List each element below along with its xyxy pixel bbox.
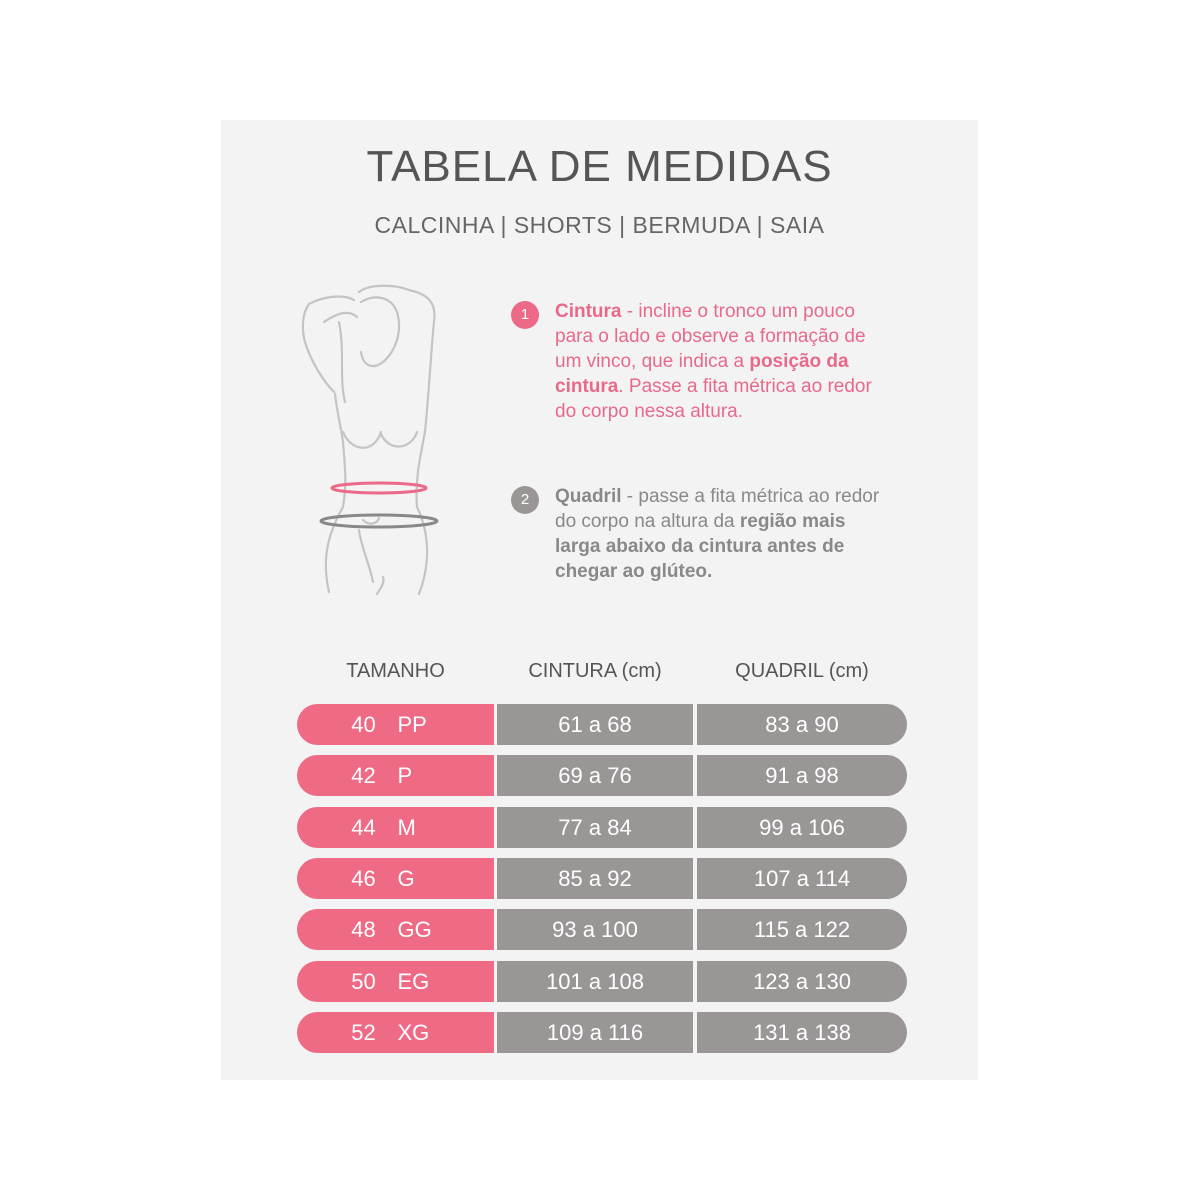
size-letter: GG [397,917,432,943]
size-number: 40 [351,712,376,737]
size-letter: M [397,814,416,840]
quadril-cell: 83 a 90 [697,704,907,745]
size-number: 50 [351,968,376,994]
instruction-quadril: 2 Quadril - passe a fita métrica ao redo… [511,484,891,584]
size-number: 52 [351,1019,376,1045]
size-letter: G [397,865,415,891]
table-row: 40 PP 61 a 68 83 a 90 [297,704,907,745]
separator: - [621,486,639,507]
step-label: Quadril [555,486,622,507]
cintura-cell: 85 a 92 [497,857,693,899]
table-row: 52 XG 109 a 116 131 a 138 [297,1011,907,1053]
size-cell: 42 P [297,755,494,797]
size-chart-card: TABELA DE MEDIDAS CALCINHA | SHORTS | BE… [221,120,978,1080]
size-letter: PP [397,712,427,737]
size-letter: EG [397,968,430,994]
quadril-cell: 131 a 138 [697,1011,907,1053]
quadril-cell: 123 a 130 [697,960,907,1002]
header-quadril: QUADRIL (cm) [735,660,869,682]
size-cell: 46 G [297,857,494,899]
size-number: 48 [351,917,376,943]
step-text: incline o tronco um pouco para o lado e … [555,301,866,372]
page-subtitle: CALCINHA | SHORTS | BERMUDA | SAIA [374,212,825,238]
cintura-cell: 101 a 108 [497,960,693,1002]
quadril-cell: 91 a 98 [697,755,907,797]
cintura-cell: 69 a 76 [497,755,693,797]
size-number: 44 [351,814,376,840]
page-title: TABELA DE MEDIDAS [366,142,833,191]
header-tamanho: TAMANHO [346,660,445,682]
table-row: 42 P 69 a 76 91 a 98 [297,755,907,797]
size-letter: XG [397,1019,430,1045]
step-label: Cintura [555,301,622,322]
cintura-cell: 77 a 84 [497,806,693,848]
quadril-cell: 107 a 114 [697,857,907,899]
cintura-cell: 61 a 68 [497,704,693,745]
cintura-cell: 93 a 100 [497,909,693,951]
step-emphasis: posição da cintura [555,351,849,397]
separator: - [621,301,639,322]
step-number-badge: 2 [511,486,539,514]
step-text: . Passe a fita métrica ao redor do corpo… [555,376,872,422]
size-cell: 40 PP [297,704,494,745]
step-text: passe a fita métrica ao redor do corpo n… [555,486,880,532]
size-cell: 44 M [297,806,494,848]
step-number-badge: 1 [511,301,539,329]
quadril-cell: 115 a 122 [697,909,907,951]
size-cell: 52 XG [297,1011,494,1053]
table-row: 48 GG 93 a 100 115 a 122 [297,909,907,951]
size-number: 42 [351,763,376,789]
step-emphasis: região mais larga abaixo da cintura ante… [555,511,846,582]
table-row: 50 EG 101 a 108 123 a 130 [297,960,907,1002]
instruction-cintura: 1 Cintura - incline o tronco um pouco pa… [511,299,891,424]
cintura-cell: 109 a 116 [497,1011,693,1053]
size-number: 46 [351,865,376,891]
size-letter: P [397,763,413,789]
table-row: 46 G 85 a 92 107 a 114 [297,857,907,899]
table-row: 44 M 77 a 84 99 a 106 [297,806,907,848]
quadril-cell: 99 a 106 [697,806,907,848]
header-cintura: CINTURA (cm) [528,660,662,682]
size-cell: 50 EG [297,960,494,1002]
body-silhouette-icon [301,284,439,596]
size-cell: 48 GG [297,909,494,951]
